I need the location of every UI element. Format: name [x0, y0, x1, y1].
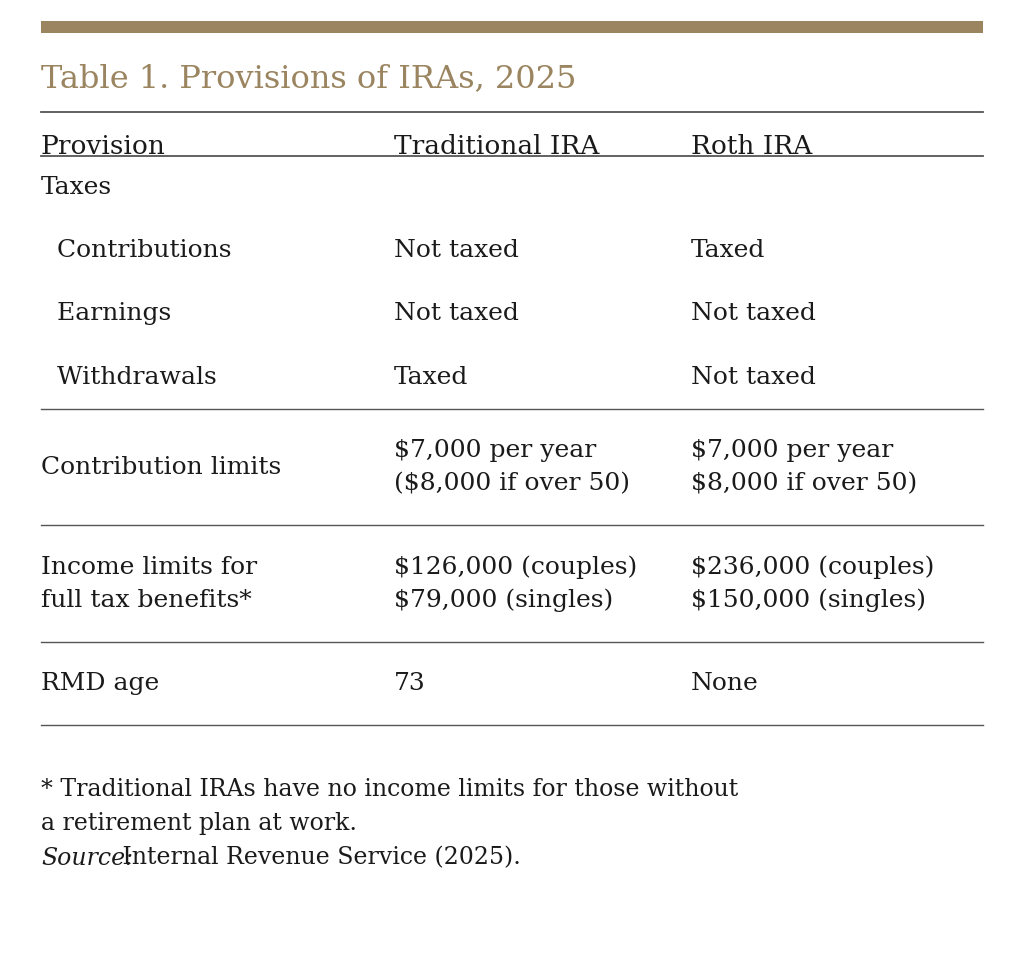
Text: Not taxed: Not taxed [691, 366, 816, 388]
Text: $7,000 per year
($8,000 if over 50): $7,000 per year ($8,000 if over 50) [394, 439, 630, 495]
Text: Traditional IRA: Traditional IRA [394, 134, 600, 160]
Text: Earnings: Earnings [41, 303, 171, 325]
Text: Roth IRA: Roth IRA [691, 134, 812, 160]
Text: Not taxed: Not taxed [691, 303, 816, 325]
Text: Withdrawals: Withdrawals [41, 366, 217, 388]
Bar [41, 21, 983, 33]
Text: Not taxed: Not taxed [394, 239, 519, 262]
Text: Provision: Provision [41, 134, 166, 160]
Text: Taxes: Taxes [41, 176, 112, 198]
Text: 73: 73 [394, 672, 426, 695]
Text: $236,000 (couples)
$150,000 (singles): $236,000 (couples) $150,000 (singles) [691, 556, 935, 612]
Text: Contribution limits: Contribution limits [41, 455, 282, 479]
Text: Table 1. Provisions of IRAs, 2025: Table 1. Provisions of IRAs, 2025 [41, 63, 577, 94]
Text: Internal Revenue Service (2025).: Internal Revenue Service (2025). [115, 847, 520, 870]
Text: None: None [691, 672, 759, 695]
Text: Contributions: Contributions [41, 239, 231, 262]
Text: Taxed: Taxed [691, 239, 766, 262]
Text: * Traditional IRAs have no income limits for those without: * Traditional IRAs have no income limits… [41, 778, 738, 802]
Text: Source:: Source: [41, 847, 133, 870]
Text: a retirement plan at work.: a retirement plan at work. [41, 812, 357, 836]
Text: Income limits for
full tax benefits*: Income limits for full tax benefits* [41, 556, 257, 612]
Text: $7,000 per year
$8,000 if over 50): $7,000 per year $8,000 if over 50) [691, 439, 918, 495]
Text: Not taxed: Not taxed [394, 303, 519, 325]
Text: RMD age: RMD age [41, 672, 159, 695]
Text: Taxed: Taxed [394, 366, 469, 388]
Text: $126,000 (couples)
$79,000 (singles): $126,000 (couples) $79,000 (singles) [394, 556, 638, 612]
